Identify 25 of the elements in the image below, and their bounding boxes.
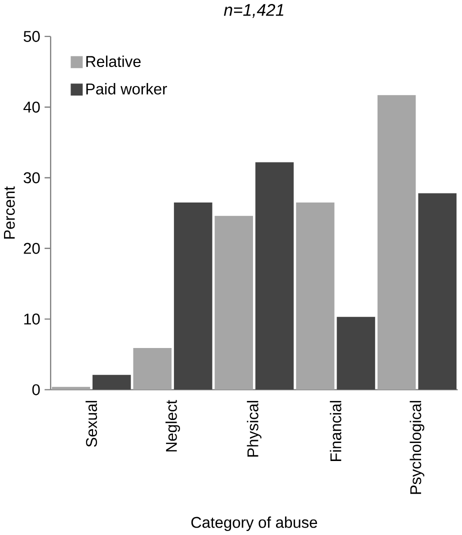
x-tick-label: Psychological [410, 400, 424, 494]
y-axis-title: Percent [4, 186, 15, 239]
x-tick-label: Physical [247, 400, 262, 457]
legend-label: Paid worker [86, 83, 168, 94]
bar [296, 202, 335, 390]
bar [256, 162, 294, 390]
y-tick-label: 10 [24, 314, 40, 325]
x-tick-label: Neglect [166, 400, 180, 452]
y-tick-label: 50 [24, 30, 40, 42]
bar [92, 374, 131, 390]
bar [214, 216, 254, 390]
y-tick-label: 40 [24, 102, 40, 113]
bar [336, 316, 376, 390]
x-axis-title: Category of abuse [191, 516, 318, 532]
bar [418, 193, 457, 390]
y-tick-label: 30 [24, 172, 40, 184]
y-tick-label: 0 [32, 384, 40, 396]
x-tick-label: Sexual [86, 400, 98, 447]
chart-title: n=1,421 [224, 4, 284, 18]
x-tick-label: Financial [330, 400, 342, 461]
y-tick-label: 20 [24, 242, 40, 254]
bar [378, 95, 416, 390]
bar [133, 348, 172, 390]
bar [174, 202, 212, 390]
legend-label: Relative [86, 56, 141, 68]
